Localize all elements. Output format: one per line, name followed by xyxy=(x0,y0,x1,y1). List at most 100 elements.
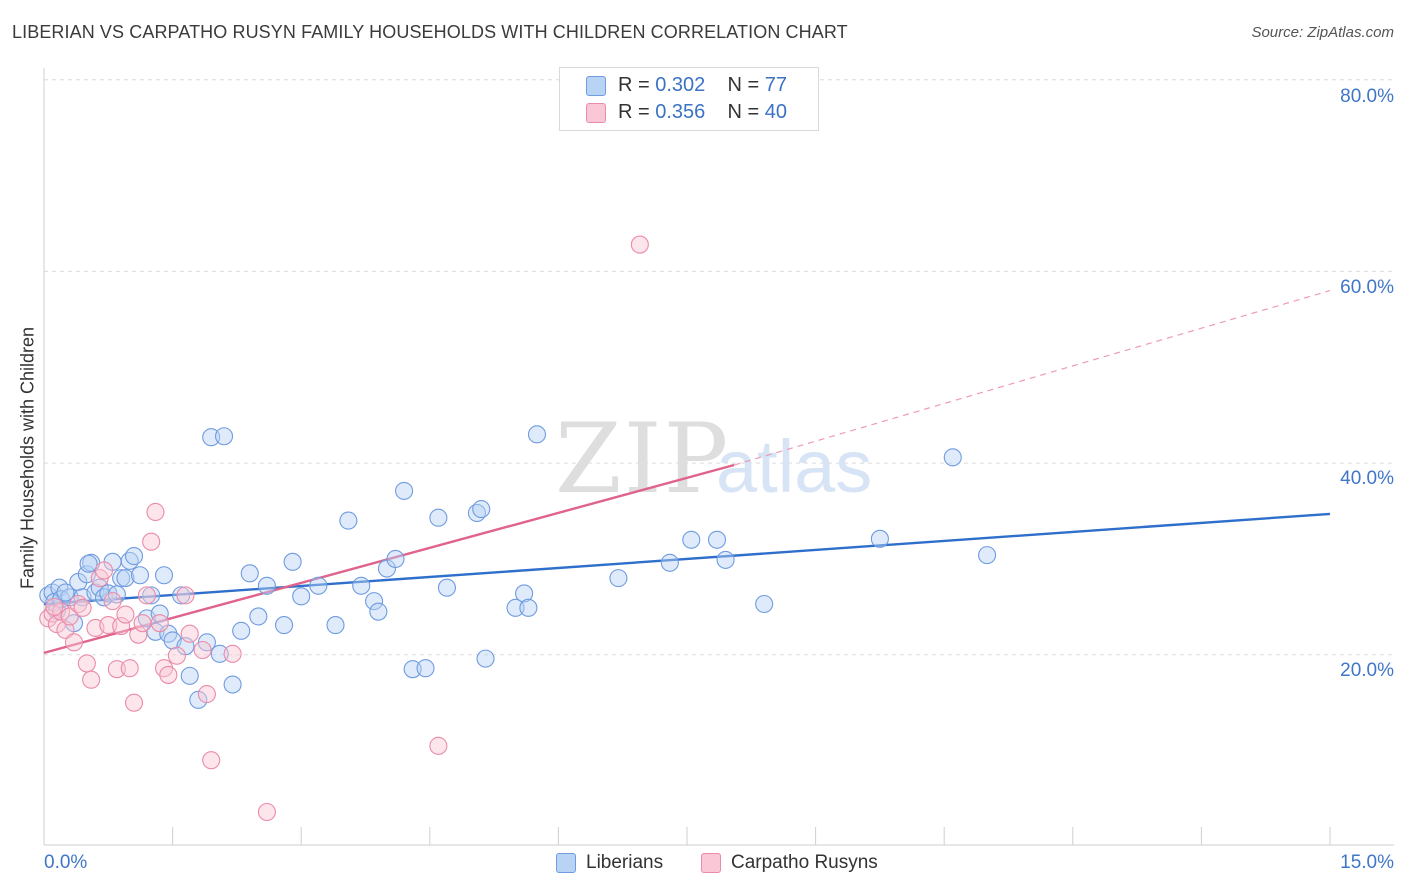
data-point xyxy=(214,427,234,446)
data-point xyxy=(150,614,169,633)
data-point xyxy=(180,666,199,685)
data-point xyxy=(154,566,174,585)
data-point xyxy=(112,616,131,636)
chart-source: Source: ZipAtlas.com xyxy=(1251,24,1394,41)
data-point xyxy=(395,481,414,500)
data-point xyxy=(116,605,135,624)
data-point xyxy=(202,751,221,770)
data-point xyxy=(223,644,242,663)
y-tick-label: 20.0% xyxy=(1340,660,1394,681)
watermark: ZIP atlas xyxy=(555,403,872,515)
data-point xyxy=(870,529,889,548)
legend-r-value: 0.356 xyxy=(655,101,706,123)
data-point xyxy=(519,598,538,617)
data-point xyxy=(476,649,495,668)
data-point xyxy=(103,592,122,611)
data-point xyxy=(437,578,456,597)
data-point xyxy=(56,620,75,639)
data-point xyxy=(365,592,384,611)
data-point xyxy=(275,616,294,635)
data-point xyxy=(223,675,242,694)
data-point xyxy=(99,616,118,635)
data-point xyxy=(64,633,84,652)
data-point xyxy=(257,576,276,595)
data-point xyxy=(369,602,388,621)
data-point xyxy=(352,576,371,595)
data-point xyxy=(515,584,534,603)
chart-title: LIBERIAN VS CARPATHO RUSYN FAMILY HOUSEH… xyxy=(12,22,848,42)
data-point xyxy=(120,659,139,678)
data-point xyxy=(116,569,135,588)
data-point xyxy=(77,654,96,673)
data-points xyxy=(39,235,997,822)
data-point xyxy=(472,500,491,519)
data-point xyxy=(94,561,114,580)
data-point xyxy=(232,621,251,640)
data-point xyxy=(142,586,161,605)
data-point xyxy=(386,549,405,569)
data-point xyxy=(755,594,774,614)
data-point xyxy=(56,583,75,602)
data-point xyxy=(416,659,435,678)
legend-swatch-pink xyxy=(701,853,721,873)
data-point xyxy=(45,597,64,616)
data-point xyxy=(707,530,727,549)
data-point xyxy=(79,554,98,573)
legend-swatch-blue xyxy=(556,853,576,873)
data-point xyxy=(73,598,92,617)
legend-n-label: N = xyxy=(727,74,765,96)
data-point xyxy=(283,552,302,571)
data-point xyxy=(429,508,448,527)
data-point xyxy=(150,604,169,623)
data-point xyxy=(129,625,148,644)
legend-n-label: N = xyxy=(727,101,765,123)
y-axis-label: Family Households with Children xyxy=(17,326,38,590)
data-point xyxy=(167,646,186,665)
legend-n-value: 77 xyxy=(764,74,788,96)
data-point xyxy=(124,693,144,712)
y-tick-label: 80.0% xyxy=(1340,86,1394,107)
data-point xyxy=(609,569,628,588)
legend-swatch-pink xyxy=(586,103,606,123)
x-tick-label: 0.0% xyxy=(44,852,88,873)
legend-r-label: R = xyxy=(618,74,656,96)
data-point xyxy=(210,644,229,663)
data-point xyxy=(240,564,259,583)
data-point xyxy=(107,660,126,679)
data-point xyxy=(202,428,221,447)
data-point xyxy=(82,670,101,689)
data-point xyxy=(309,576,328,595)
y-tick-label: 60.0% xyxy=(1340,277,1394,298)
trend-line-extension xyxy=(733,289,1331,466)
axes xyxy=(43,68,1394,846)
data-point xyxy=(339,511,358,530)
data-point xyxy=(159,665,178,684)
data-point xyxy=(193,640,212,660)
stats-legend: R = 0.302 N = 77 R = 0.356 N = 40 xyxy=(559,67,819,131)
data-point xyxy=(133,614,152,633)
data-point xyxy=(403,660,422,679)
data-point xyxy=(257,802,276,822)
legend-label: Liberians xyxy=(586,852,664,873)
data-point xyxy=(943,448,962,467)
legend-n-value: 40 xyxy=(764,101,788,123)
watermark-atlas: atlas xyxy=(716,425,872,508)
legend-swatch-blue xyxy=(586,76,606,96)
data-point xyxy=(660,553,679,572)
data-point xyxy=(60,607,79,626)
data-point xyxy=(176,586,195,605)
legend-r-value: 0.302 xyxy=(655,74,706,96)
data-point xyxy=(527,425,547,444)
watermark-zip: ZIP xyxy=(555,403,730,515)
legend-label: Carpatho Rusyns xyxy=(731,852,878,873)
data-point xyxy=(978,546,997,565)
data-point xyxy=(249,607,268,626)
data-point xyxy=(716,550,735,569)
data-point xyxy=(180,624,199,643)
x-tick-label: 15.0% xyxy=(1340,852,1394,873)
legend-r-label: R = xyxy=(618,101,656,123)
trend-line xyxy=(43,512,1331,606)
data-point xyxy=(630,235,649,254)
data-point xyxy=(142,532,161,551)
